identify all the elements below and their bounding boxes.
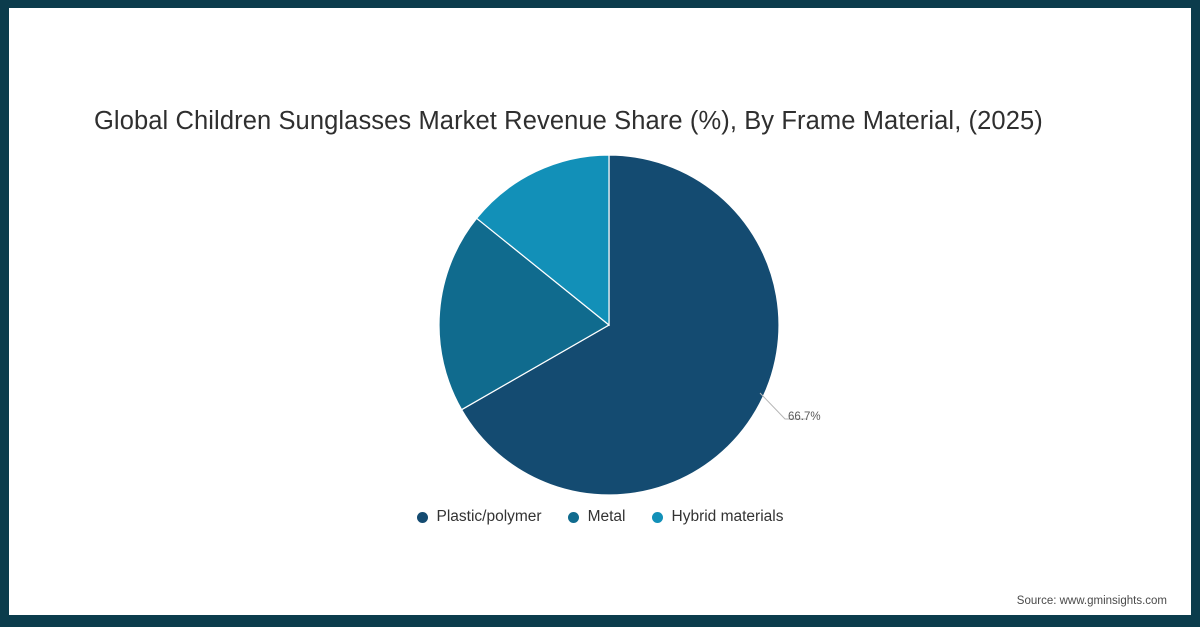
legend-item-hybrid-materials[interactable]: Hybrid materials: [651, 508, 784, 526]
pie-slice-group: [438, 154, 780, 496]
slice-data-label-plastic-polymer: 66.7%: [788, 411, 821, 423]
legend-label-hybrid-materials: Hybrid materials: [671, 508, 784, 525]
chart-canvas: Global Children Sunglasses Market Revenu…: [9, 8, 1191, 615]
chart-title: Global Children Sunglasses Market Revenu…: [94, 107, 1043, 135]
legend-label-metal: Metal: [587, 508, 626, 525]
legend-label-plastic-polymer: Plastic/polymer: [436, 508, 542, 525]
legend-swatch-icon-hybrid-materials: [651, 511, 663, 523]
pie-chart-plot-area: 66.7%: [9, 8, 1191, 615]
legend-item-metal[interactable]: Metal: [567, 508, 626, 526]
pie-slice-hybrid-materials[interactable]: [475, 154, 610, 327]
legend-item-plastic-polymer[interactable]: Plastic/polymer: [416, 508, 542, 526]
source-note: Source: www.gminsights.com: [1016, 595, 1167, 607]
pie-chart-svg: [438, 154, 806, 496]
legend-swatch-icon-plastic-polymer: [416, 511, 428, 523]
pie-slice-metal[interactable]: [438, 217, 611, 411]
callout-leader-line: [759, 392, 806, 420]
chart-legend: Plastic/polymer Metal Hybrid materials: [9, 508, 1191, 526]
legend-swatch-icon-metal: [567, 511, 579, 523]
pie-slice-plastic-polymer[interactable]: [460, 154, 780, 496]
